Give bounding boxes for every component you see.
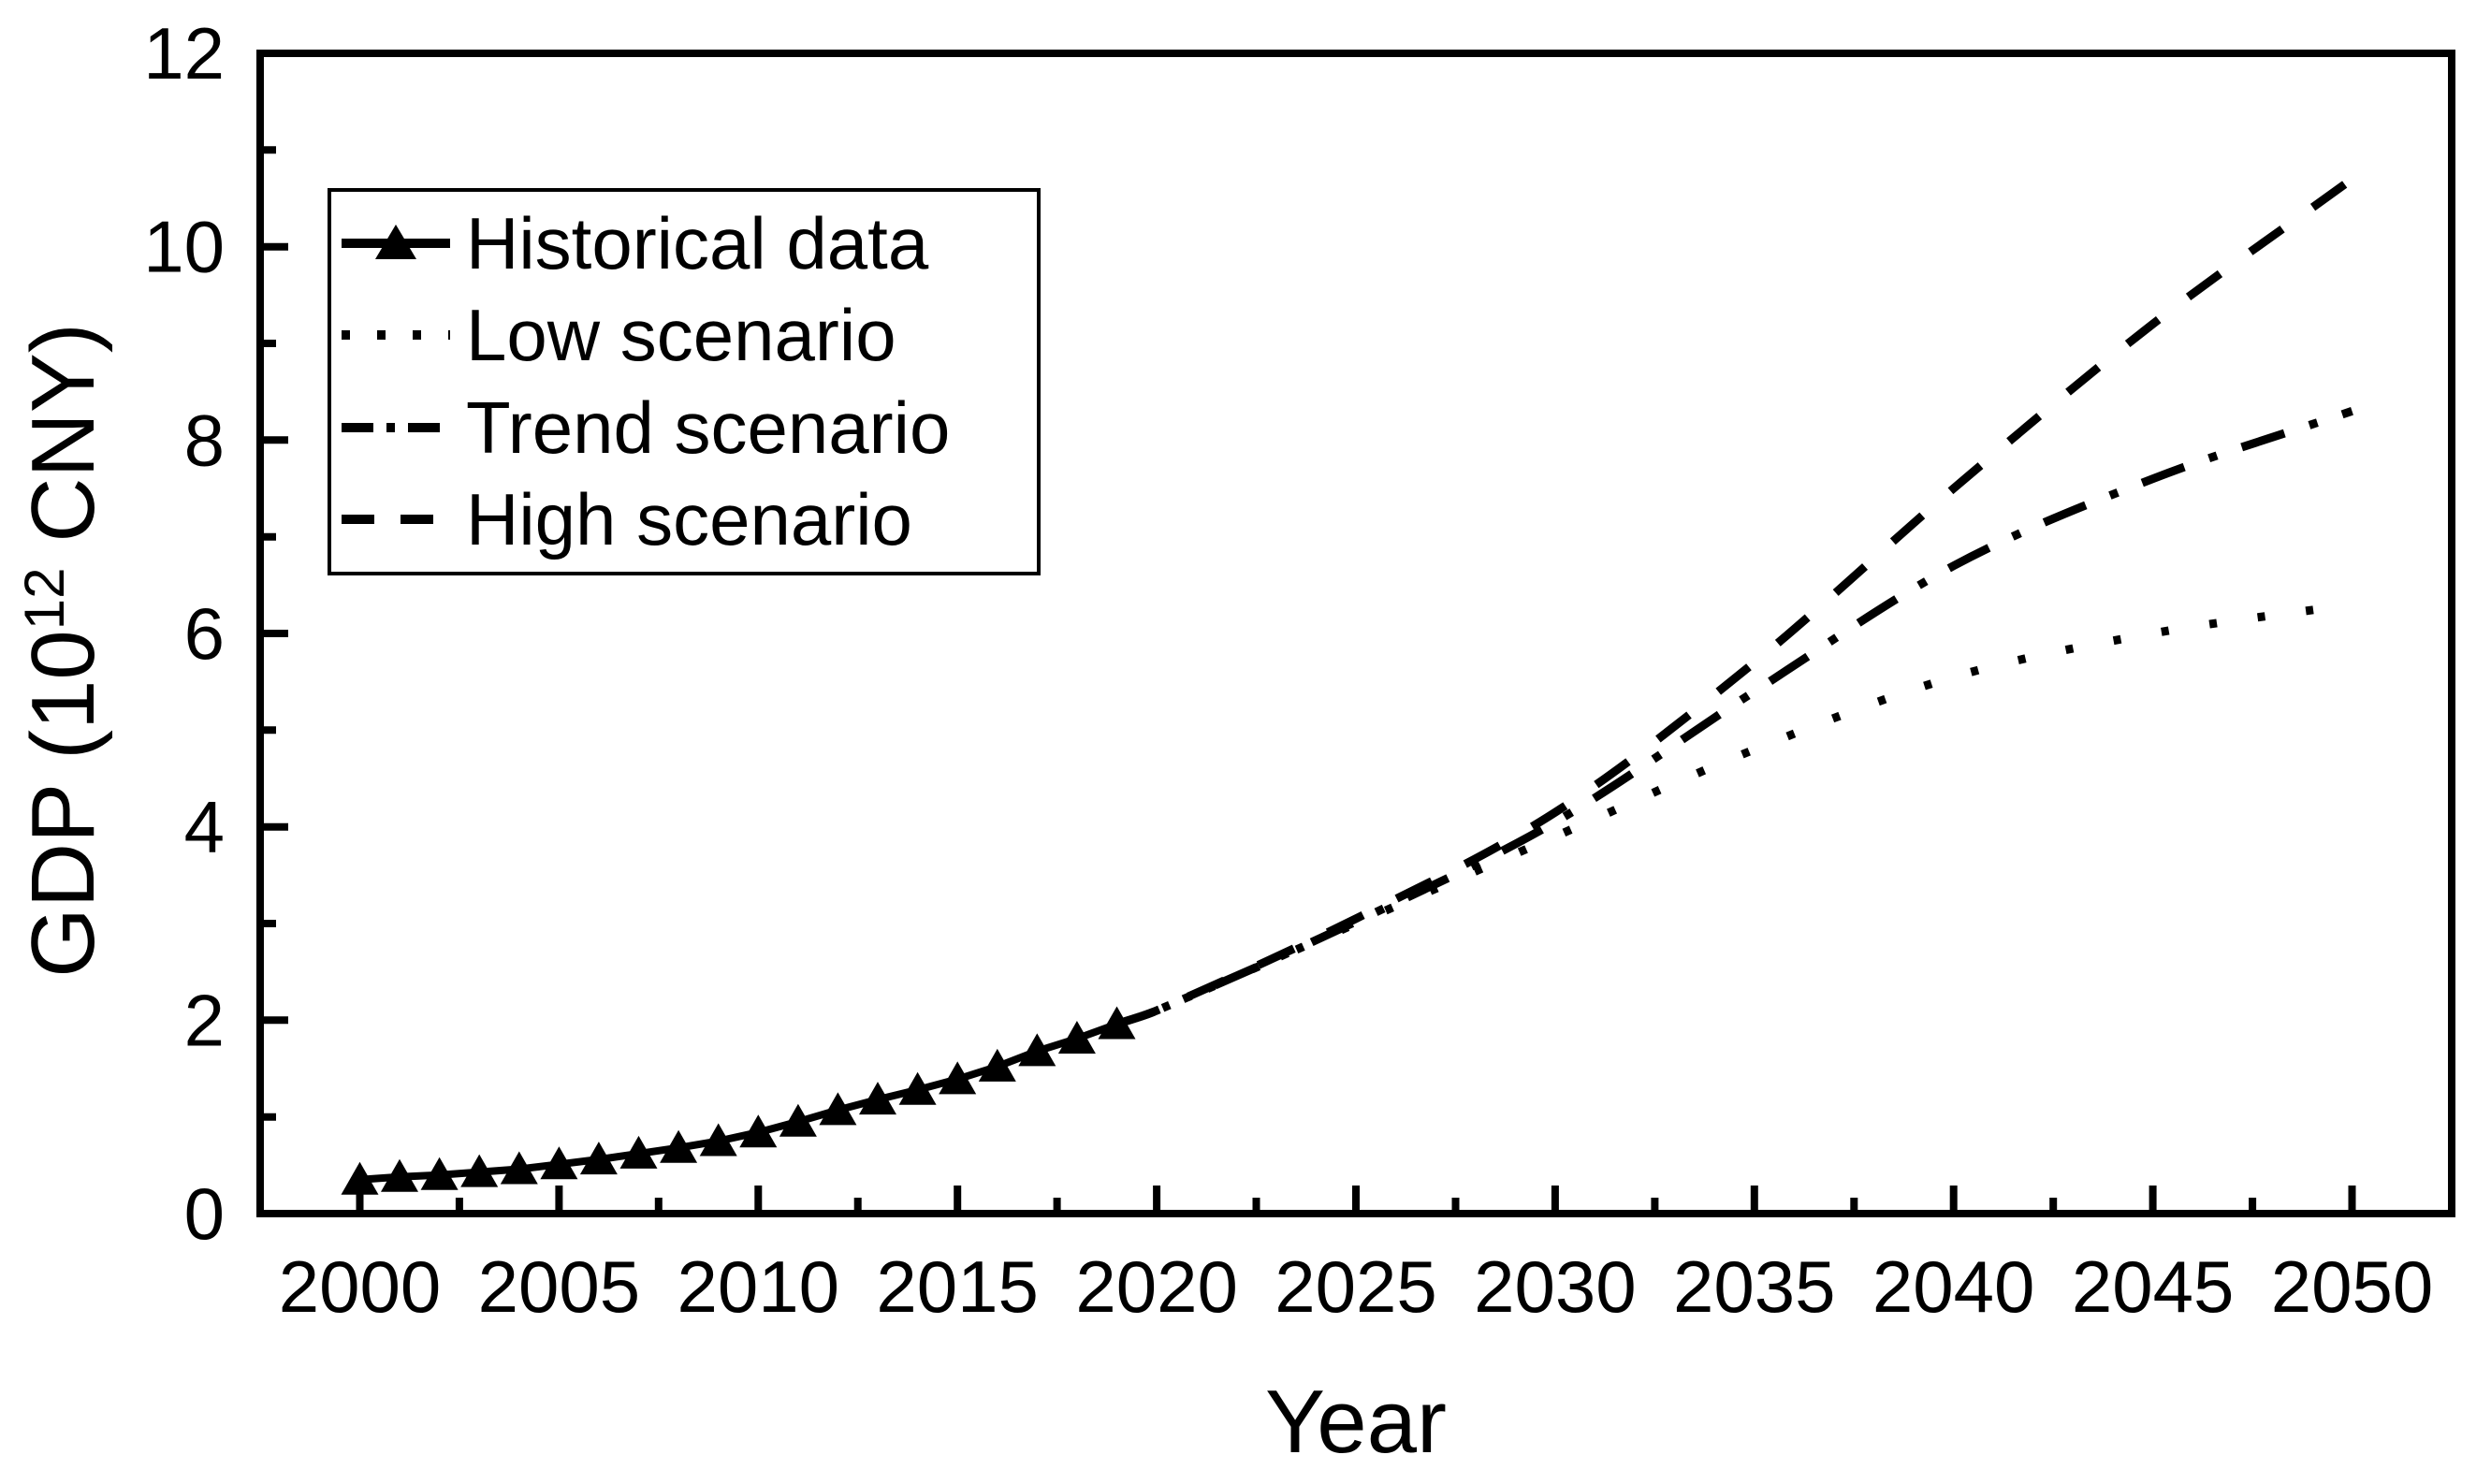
series-line bbox=[1115, 175, 2355, 1028]
x-tick-label: 2045 bbox=[2072, 1245, 2235, 1328]
data-point-triangle-marker bbox=[1057, 1021, 1096, 1054]
x-tick-label: 2035 bbox=[1673, 1245, 1836, 1328]
data-point-triangle-marker bbox=[1018, 1033, 1056, 1067]
y-tick-label: 4 bbox=[184, 786, 225, 868]
data-point-triangle-marker bbox=[381, 1158, 418, 1192]
data-point-triangle-marker bbox=[579, 1142, 618, 1175]
x-tick-labels: 2000 2005 2010 2015 2020 2025 2030 2035 2040 2045… bbox=[279, 1245, 2434, 1328]
y-tick-label: 10 bbox=[143, 206, 225, 288]
series-line bbox=[359, 1020, 1118, 1184]
x-axis-title: Year bbox=[1265, 1372, 1447, 1472]
series-low-scenario bbox=[1115, 600, 2353, 1028]
series-layer bbox=[341, 175, 2355, 1195]
data-point-triangle-marker bbox=[460, 1154, 499, 1187]
y-tick-labels: 0 2 4 6 8 10 12 bbox=[143, 12, 225, 1255]
y-tick-label: 12 bbox=[143, 12, 225, 95]
data-point-triangle-marker bbox=[540, 1146, 578, 1180]
y-axis-title-superscript: 12 bbox=[13, 567, 76, 630]
data-point-triangle-marker bbox=[739, 1114, 778, 1148]
x-tick-label: 2050 bbox=[2271, 1245, 2434, 1328]
legend-label-trend: Trend scenario bbox=[466, 386, 950, 469]
axis-ticks bbox=[260, 50, 2356, 1217]
x-tick-label: 2030 bbox=[1474, 1245, 1637, 1328]
data-point-triangle-marker bbox=[660, 1129, 698, 1163]
data-point-triangle-marker bbox=[341, 1161, 379, 1195]
data-point-triangle-marker bbox=[898, 1071, 937, 1105]
data-point-triangle-marker bbox=[699, 1123, 737, 1157]
legend-triangle-marker-icon bbox=[375, 225, 416, 259]
x-tick-label: 2025 bbox=[1275, 1245, 1437, 1328]
y-axis-title: GDP (1012 CNY) bbox=[13, 323, 113, 978]
x-tick-label: 2010 bbox=[677, 1245, 840, 1328]
x-tick-label: 2040 bbox=[1872, 1245, 2035, 1328]
y-axis-title-suffix: CNY) bbox=[13, 323, 113, 567]
legend: Historical data Low scenario Trend scena… bbox=[328, 188, 1041, 575]
y-tick-label: 8 bbox=[184, 399, 225, 481]
series-high-scenario bbox=[1115, 175, 2355, 1028]
legend-label-low: Low scenario bbox=[466, 294, 896, 376]
series-trend-scenario bbox=[1115, 407, 2353, 1028]
data-point-triangle-marker bbox=[978, 1048, 1016, 1082]
data-point-triangle-marker bbox=[619, 1135, 658, 1169]
series-line bbox=[1115, 407, 2353, 1028]
data-point-triangle-marker bbox=[420, 1157, 459, 1190]
y-axis-title-prefix: GDP (10 bbox=[13, 630, 113, 978]
x-tick-label: 2000 bbox=[279, 1245, 442, 1328]
data-point-triangle-marker bbox=[939, 1061, 977, 1095]
x-tick-label: 2015 bbox=[876, 1245, 1039, 1328]
y-tick-label: 6 bbox=[184, 592, 225, 675]
legend-label-historical: Historical data bbox=[466, 202, 929, 284]
x-tick-label: 2005 bbox=[478, 1245, 641, 1328]
data-point-triangle-marker bbox=[859, 1082, 896, 1115]
data-point-triangle-marker bbox=[500, 1151, 538, 1185]
y-tick-label: 0 bbox=[184, 1172, 225, 1255]
series-line bbox=[1115, 600, 2353, 1028]
y-tick-label: 2 bbox=[184, 979, 225, 1061]
legend-box bbox=[328, 188, 1041, 575]
x-tick-label: 2020 bbox=[1075, 1245, 1238, 1328]
data-point-triangle-marker bbox=[819, 1092, 857, 1126]
data-point-triangle-marker bbox=[779, 1103, 817, 1137]
legend-label-high: High scenario bbox=[466, 478, 912, 560]
series-historical-data bbox=[341, 1006, 1136, 1195]
